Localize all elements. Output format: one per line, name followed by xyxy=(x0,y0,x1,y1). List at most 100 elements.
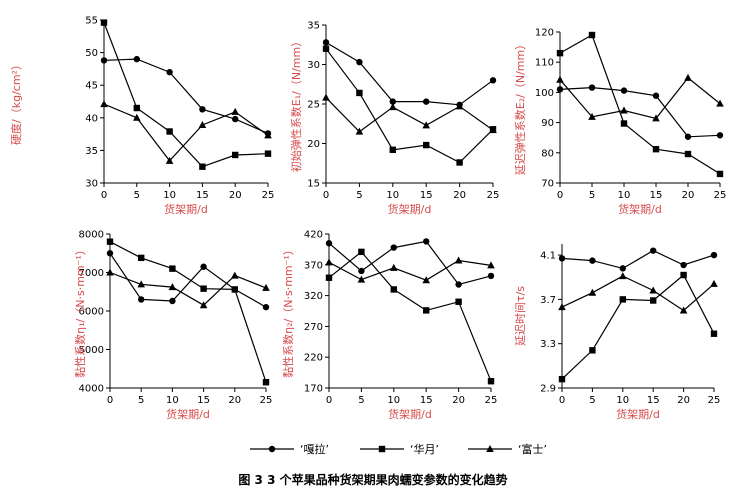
y-tick-label: 55 xyxy=(85,16,98,27)
data-point-gala xyxy=(106,250,114,257)
data-point-gala xyxy=(199,106,206,113)
y-tick-label: 35 xyxy=(85,146,98,157)
y-tick-label: 50 xyxy=(85,48,98,59)
y-axis-label: 黏性系数η₂/（N·s·mm⁻¹） xyxy=(281,244,295,378)
x-tick-label: 0 xyxy=(101,190,107,201)
data-point-gala xyxy=(325,240,333,247)
data-point-gala xyxy=(100,57,108,64)
data-point-huayue xyxy=(588,31,596,39)
chart-panel-3: 70 80 90 100 110 120 0 5 10 15 20 25 货架期/d 延迟弹性系数E₂/（… xyxy=(513,28,726,217)
data-point-fuji xyxy=(489,126,497,134)
data-point-gala xyxy=(556,86,564,93)
data-point-fuji xyxy=(198,120,207,128)
y-tick-label: 220 xyxy=(304,353,323,364)
x-tick-label: 20 xyxy=(677,395,690,406)
data-point-fuji xyxy=(619,272,627,280)
chart-panel-5: 170 220 270 320 370 420 0 5 10 15 20 25 货架期/d 黏性系数η₂/… xyxy=(281,230,497,422)
data-point-gala xyxy=(716,132,724,139)
data-point-fuji xyxy=(168,283,177,291)
data-point-gala xyxy=(166,68,173,76)
data-point-huayue xyxy=(423,307,430,314)
y-tick-label: 15 xyxy=(307,179,320,190)
series-fuji xyxy=(106,268,270,309)
y-tick-label: 2.9 xyxy=(540,384,556,395)
legend-circle-marker xyxy=(268,445,276,453)
data-point-huayue xyxy=(650,297,657,304)
data-point-fuji xyxy=(620,106,628,114)
x-tick-label: 5 xyxy=(589,395,595,406)
data-point-fuji xyxy=(137,280,145,288)
y-tick-label: 370 xyxy=(304,260,323,271)
y-tick-label: 6000 xyxy=(79,307,104,318)
data-point-huayue xyxy=(558,375,566,383)
series-line-gala xyxy=(328,240,492,286)
y-tick-label: 320 xyxy=(304,291,323,302)
legend-label-fuji: ‘富士’ xyxy=(518,442,547,456)
y-tick-label: 100 xyxy=(535,88,554,99)
x-axis-label: 货架期/d xyxy=(164,202,208,216)
data-point-fuji xyxy=(422,276,430,284)
data-point-huayue xyxy=(455,298,462,305)
y-tick-label: 25 xyxy=(307,100,320,111)
data-point-gala xyxy=(200,263,207,270)
data-point-fuji xyxy=(231,271,239,279)
x-axis-label: 货架期/d xyxy=(388,202,432,216)
data-point-gala xyxy=(650,247,657,254)
series-line-gala xyxy=(103,58,269,134)
data-point-huayue xyxy=(232,151,239,159)
y-tick-label: 20 xyxy=(307,139,320,150)
x-tick-label: 0 xyxy=(107,395,113,406)
x-tick-label: 5 xyxy=(134,190,140,201)
data-point-fuji xyxy=(710,279,718,287)
data-point-fuji xyxy=(679,306,688,314)
data-point-gala xyxy=(684,133,692,140)
data-point-gala xyxy=(620,87,628,94)
data-point-gala xyxy=(232,115,239,123)
data-point-fuji xyxy=(199,301,208,309)
data-point-fuji xyxy=(165,156,174,164)
data-point-fuji xyxy=(558,303,566,311)
data-point-fuji xyxy=(652,114,660,122)
figure-caption: 图 3 3 个苹果品种货架期果肉蠕变参数的变化趋势 xyxy=(238,472,507,487)
x-axis-label: 货架期/d xyxy=(166,407,210,421)
x-tick-label: 25 xyxy=(260,395,273,406)
y-tick-label: 3.3 xyxy=(540,339,556,350)
x-tick-label: 0 xyxy=(559,395,565,406)
y-axis-label: 延迟弹性系数E₂/（N/mm） xyxy=(513,39,527,175)
x-tick-label: 5 xyxy=(589,190,595,201)
series-line-huayue xyxy=(561,274,715,380)
data-point-gala xyxy=(680,261,687,269)
data-point-fuji xyxy=(487,261,495,269)
x-axis-label: 货架期/d xyxy=(388,407,432,421)
data-point-gala xyxy=(423,238,430,245)
data-point-huayue xyxy=(200,285,207,292)
legend: ‘嘎拉’ ‘华月’ ‘富士’ xyxy=(250,442,547,456)
data-point-huayue xyxy=(133,104,140,112)
data-point-huayue xyxy=(390,286,397,293)
data-point-gala xyxy=(389,98,396,105)
data-point-gala xyxy=(487,272,495,280)
data-point-fuji xyxy=(355,127,364,135)
legend-item-gala: ‘嘎拉’ xyxy=(250,442,329,456)
data-point-huayue xyxy=(325,274,333,281)
data-point-huayue xyxy=(389,146,396,154)
data-point-huayue xyxy=(487,378,495,385)
series-line-huayue xyxy=(103,22,269,168)
y-tick-label: 80 xyxy=(541,148,554,159)
data-point-huayue xyxy=(589,347,596,354)
data-point-fuji xyxy=(325,258,333,266)
y-tick-label: 170 xyxy=(304,384,323,395)
data-point-gala xyxy=(169,297,176,305)
series-line-fuji xyxy=(328,259,492,281)
data-point-gala xyxy=(358,267,365,275)
data-point-fuji xyxy=(133,113,141,121)
data-point-huayue xyxy=(620,120,628,127)
data-point-gala xyxy=(619,265,626,272)
data-point-gala xyxy=(489,77,497,84)
y-axis-label: 黏性系数η₁/（N·s·mm⁻¹） xyxy=(73,244,87,378)
x-tick-label: 0 xyxy=(323,190,329,201)
y-tick-label: 30 xyxy=(85,179,98,190)
data-point-gala xyxy=(356,58,363,66)
series-gala xyxy=(100,55,272,137)
x-tick-label: 10 xyxy=(166,395,179,406)
